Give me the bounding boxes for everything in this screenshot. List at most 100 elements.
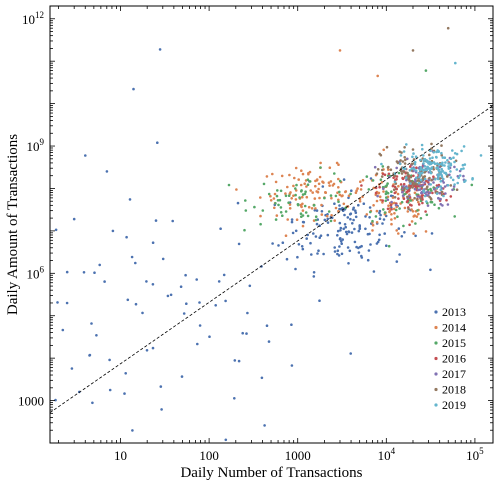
data-point	[320, 213, 324, 216]
data-point	[151, 283, 155, 286]
data-point	[182, 312, 186, 315]
data-point	[379, 213, 382, 217]
data-point	[422, 162, 425, 165]
data-point	[345, 232, 349, 236]
legend-marker	[434, 372, 438, 376]
data-point	[318, 175, 322, 179]
data-point	[237, 242, 241, 246]
data-point	[405, 176, 408, 179]
data-point	[432, 181, 435, 184]
data-point	[449, 176, 453, 179]
legend-marker	[434, 403, 438, 407]
data-point	[412, 152, 415, 155]
data-point	[410, 162, 414, 166]
data-point	[368, 206, 372, 209]
data-point	[381, 199, 385, 202]
data-point	[411, 49, 415, 52]
data-point	[432, 151, 436, 154]
data-point	[378, 233, 381, 237]
data-point	[314, 218, 318, 222]
data-point	[281, 241, 285, 244]
data-point	[224, 438, 228, 442]
data-point	[430, 166, 434, 169]
data-point	[428, 195, 431, 199]
data-point	[304, 211, 308, 214]
data-point	[418, 175, 421, 179]
data-point	[426, 185, 429, 188]
data-point	[439, 202, 443, 206]
data-point	[158, 48, 162, 51]
data-point	[296, 255, 299, 259]
data-point	[393, 212, 396, 215]
data-point	[430, 189, 433, 192]
data-point	[395, 187, 399, 191]
data-point	[269, 199, 273, 202]
series-2019	[380, 61, 483, 203]
data-point	[375, 221, 379, 224]
data-point	[390, 190, 393, 193]
data-point	[390, 213, 393, 216]
data-point	[403, 231, 406, 234]
data-point	[357, 229, 361, 233]
data-point	[267, 192, 271, 196]
data-point	[430, 147, 433, 150]
data-point	[166, 294, 170, 298]
data-point	[336, 249, 340, 252]
data-point	[103, 280, 106, 283]
data-point	[435, 192, 439, 195]
data-point	[236, 201, 240, 205]
data-point	[412, 232, 415, 235]
data-point	[422, 189, 425, 192]
data-point	[448, 173, 451, 177]
data-point	[390, 222, 393, 226]
data-point	[342, 227, 346, 231]
data-point	[294, 198, 298, 201]
data-point	[415, 166, 418, 169]
data-point	[347, 230, 351, 233]
data-point	[437, 175, 440, 178]
data-point	[299, 212, 303, 215]
data-point	[380, 162, 383, 166]
data-point	[277, 244, 280, 247]
data-point	[361, 195, 364, 199]
data-point	[417, 188, 420, 192]
data-point	[284, 192, 287, 195]
data-point	[380, 175, 384, 178]
data-point	[288, 207, 292, 210]
data-point	[275, 194, 279, 198]
data-point	[340, 194, 344, 198]
data-point	[312, 232, 315, 235]
data-point	[447, 165, 450, 168]
data-point	[402, 150, 406, 153]
data-point	[145, 349, 149, 352]
data-point	[301, 172, 305, 176]
data-point	[130, 255, 134, 259]
data-point	[460, 167, 463, 171]
data-point	[410, 167, 414, 170]
data-point	[405, 187, 409, 190]
data-point	[439, 180, 443, 183]
data-point	[403, 187, 406, 191]
data-point	[395, 175, 399, 178]
data-point	[305, 185, 308, 188]
data-point	[288, 192, 292, 195]
data-point	[409, 175, 413, 179]
data-point	[56, 301, 59, 304]
data-point	[288, 203, 292, 206]
data-point	[294, 193, 297, 197]
data-point	[316, 252, 319, 255]
data-point	[442, 194, 445, 198]
data-point	[274, 180, 278, 184]
data-point	[330, 196, 333, 200]
data-point	[375, 172, 379, 175]
data-point	[336, 234, 339, 237]
data-point	[284, 210, 288, 213]
data-point	[300, 245, 304, 248]
data-point	[423, 171, 427, 174]
data-point	[233, 397, 236, 400]
data-point	[429, 161, 432, 164]
data-point	[417, 200, 420, 204]
data-point	[415, 198, 419, 201]
legend-label: 2015	[442, 336, 466, 350]
